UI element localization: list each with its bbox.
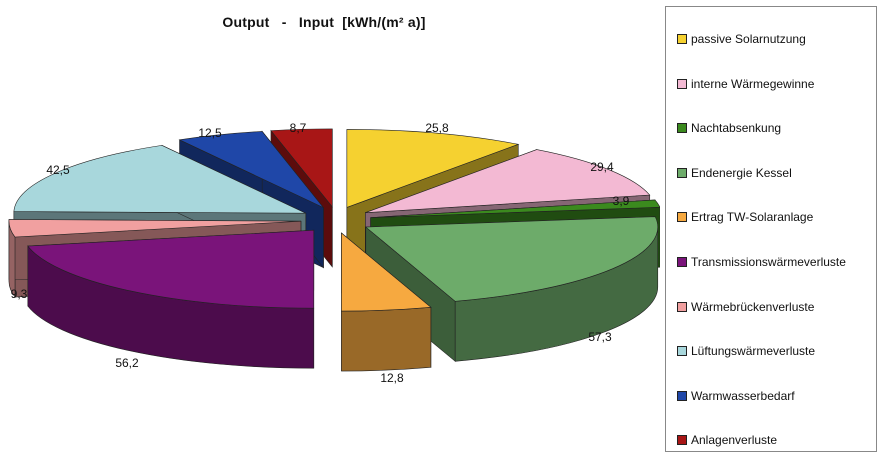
slice-transmissionswaermeverluste: [27, 229, 315, 309]
pie-data-labels: 25,8 29,4 3,9 57,3 12,8 56,2 9,3 42,5 12,5 8,7: [11, 121, 630, 385]
legend-swatch: [677, 346, 687, 357]
legend-swatch: [677, 257, 687, 267]
legend-swatch: [677, 123, 687, 134]
data-label-lueftungswaermeverluste: 42,5: [46, 163, 70, 177]
slice-passive-solarnutzung: [346, 129, 520, 208]
slice-lueftungswaermeverluste: [13, 145, 306, 214]
slice-outer-wall-ertrag-tw-solaranlage: [341, 306, 432, 372]
legend-item-warmwasserbedarf: Warmwasserbedarf: [677, 389, 795, 403]
data-label-anlagenverluste: 8,7: [290, 121, 307, 135]
legend-label: Anlagenverluste: [691, 433, 778, 448]
slice-endenergie-kessel: [364, 216, 659, 302]
slice-interne-waermegewinne: [365, 149, 651, 213]
legend: passive Solarnutzung interne Wärmegewinne…: [665, 6, 877, 452]
chart-title: Output - Input [kWh/(m² a)]: [222, 14, 426, 30]
legend-label: Wärmebrückenverluste: [691, 299, 815, 314]
legend-item-transmissionswaermeverluste: Transmissionswärmeverluste: [677, 255, 846, 269]
data-label-endenergie-kessel: 57,3: [588, 330, 612, 344]
pie-tops: [8, 128, 660, 312]
legend-label: Lüftungswärmeverluste: [691, 344, 816, 359]
legend-item-anlagenverluste: Anlagenverluste: [677, 433, 777, 447]
legend-label: Ertrag TW-Solaranlage: [691, 210, 814, 225]
legend-swatch: [677, 167, 687, 178]
legend-swatch: [677, 78, 687, 89]
data-label-waermebrueckenverluste: 9,3: [11, 287, 28, 301]
legend-item-ertrag-tw-solaranlage: Ertrag TW-Solaranlage: [677, 210, 813, 224]
legend-item-nachtabsenkung: Nachtabsenkung: [677, 121, 781, 135]
data-label-nachtabsenkung: 3,9: [613, 194, 630, 208]
legend-item-waermebrueckenverluste: Wärmebrückenverluste: [677, 300, 814, 314]
legend-label: passive Solarnutzung: [691, 32, 806, 46]
legend-swatch: [677, 390, 687, 401]
data-label-ertrag-tw-solaranlage: 12,8: [380, 371, 404, 385]
legend-label: Transmissionswärmeverluste: [691, 255, 846, 269]
legend-item-interne-waermegewinne: interne Wärmegewinne: [677, 77, 814, 91]
legend-swatch: [677, 34, 687, 44]
slice-anlagenverluste: [270, 128, 333, 208]
legend-swatch: [677, 301, 687, 312]
slice-ertrag-tw-solaranlage: [341, 232, 432, 312]
slice-waermebrueckenverluste: [8, 219, 301, 238]
data-label-passive-solarnutzung: 25,8: [425, 121, 449, 135]
slice-warmwasserbedarf: [178, 131, 324, 208]
legend-item-passive-solarnutzung: passive Solarnutzung: [677, 32, 806, 46]
legend-swatch: [677, 212, 687, 223]
data-label-transmissionswaermeverluste: 56,2: [115, 356, 139, 370]
legend-swatch: [677, 435, 687, 446]
data-label-warmwasserbedarf: 12,5: [198, 126, 222, 140]
pie-chart: 25,8 29,4 3,9 57,3 12,8 56,2 9,3 42,5 12,5 8,7: [8, 121, 660, 385]
data-label-interne-waermegewinne: 29,4: [590, 160, 614, 174]
slice-nachtabsenkung: [370, 199, 660, 218]
legend-item-lueftungswaermeverluste: Lüftungswärmeverluste: [677, 344, 815, 358]
legend-label: Nachtabsenkung: [691, 121, 782, 136]
legend-label: Warmwasserbedarf: [691, 388, 795, 403]
legend-label: Endenergie Kessel: [691, 165, 792, 180]
legend-label: interne Wärmegewinne: [691, 76, 815, 91]
legend-item-endenergie-kessel: Endenergie Kessel: [677, 166, 792, 180]
